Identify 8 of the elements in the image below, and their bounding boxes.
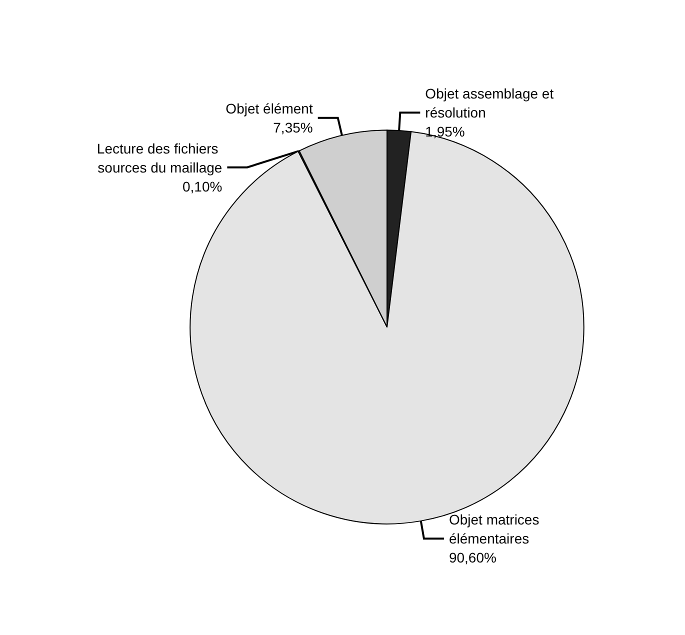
slice-label: Objet élément — [226, 100, 313, 116]
data-label: 1,95% — [425, 124, 465, 140]
slice-label: Objet assemblage et résolution — [425, 86, 558, 121]
slice-label: Lecture des fichiers sources du maillage — [96, 140, 222, 176]
data-label: 0,10% — [182, 178, 222, 194]
data-label: 90,60% — [448, 550, 496, 566]
slice-label: Objet matrices élémentaires — [448, 512, 544, 547]
data-label: 7,35% — [273, 119, 313, 136]
